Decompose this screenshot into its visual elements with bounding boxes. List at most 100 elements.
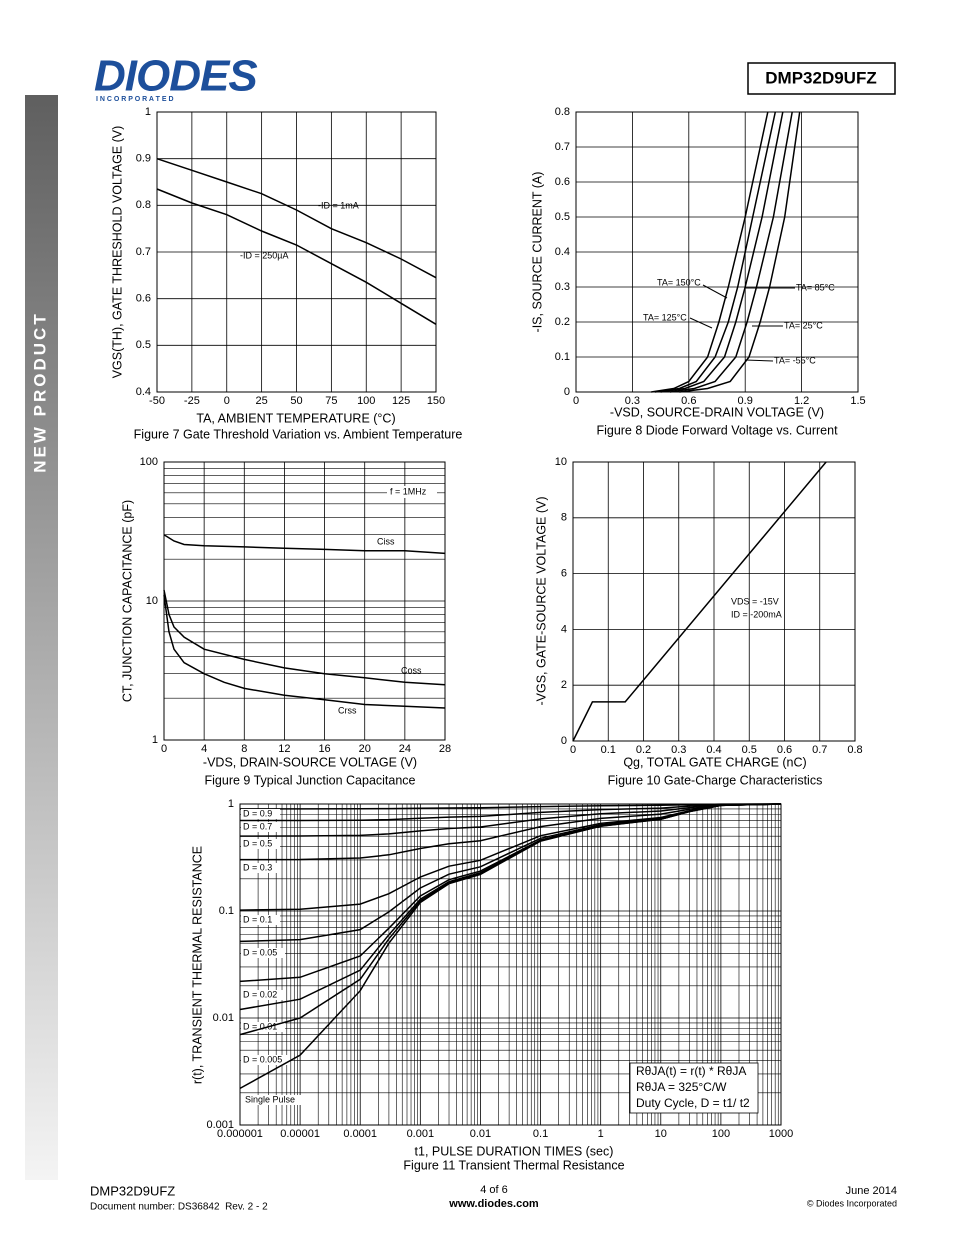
- curve: [654, 111, 777, 393]
- curve-label: Single Pulse: [245, 1094, 295, 1104]
- curve-label: Coss: [401, 665, 422, 675]
- footer-date: June 2014: [846, 1185, 897, 1197]
- part-box: [747, 62, 896, 95]
- x-tick-label: 0.7: [812, 744, 827, 756]
- logo: DIODES: [94, 52, 257, 101]
- y-tick-label: 1: [228, 798, 234, 810]
- x-tick-label: 0.3: [671, 744, 686, 756]
- curve-label: Crss: [338, 705, 357, 715]
- x-tick-label: 0: [161, 743, 167, 755]
- y-tick-label: 0.8: [555, 106, 570, 118]
- label-bg: [241, 990, 285, 1000]
- y-tick-label: 2: [561, 679, 567, 691]
- x-tick-label: 1: [598, 1128, 604, 1140]
- logo-sub: I N C O R P O R A T E D: [96, 96, 174, 103]
- x-tick-label: 0.4: [706, 744, 721, 756]
- label-bg: [241, 1055, 290, 1065]
- label-bg: [241, 1022, 285, 1032]
- sidebar-text: NEW PRODUCT: [30, 311, 49, 472]
- x-tick-label: 0.6: [681, 395, 696, 407]
- y-tick-label: 6: [561, 568, 567, 580]
- y-tick-label: 10: [146, 595, 158, 607]
- x-tick-label: 0.000001: [217, 1128, 263, 1140]
- x-tick-label: 0.1: [533, 1128, 548, 1140]
- y-axis-label: -IS, SOURCE CURRENT (A): [530, 172, 544, 333]
- curve: [240, 803, 782, 822]
- x-tick-label: 100: [712, 1128, 730, 1140]
- y-tick-label: 0.5: [136, 339, 151, 351]
- footer-doc: Document number: DS36842 Rev. 2 - 2: [90, 1202, 268, 1213]
- y-axis-label: r(t), TRANSIENT THERMAL RESISTANCE: [190, 846, 204, 1084]
- y-axis-label: VGS(TH), GATE THRESHOLD VOLTAGE (V): [110, 126, 124, 379]
- label-arrow: [689, 317, 713, 329]
- label-bg: [243, 1095, 307, 1105]
- x-tick-label: 0.1: [601, 744, 616, 756]
- label-arrow: [744, 359, 774, 362]
- y-tick-label: 0: [564, 386, 570, 398]
- annotation: Duty Cycle, D = t1/ t2: [636, 1096, 750, 1110]
- curve: [163, 589, 446, 686]
- x-tick-label: 12: [278, 743, 290, 755]
- curve-label: Ciss: [377, 536, 395, 546]
- x-tick-label: 16: [318, 743, 330, 755]
- x-tick-label: 0.5: [742, 744, 757, 756]
- x-tick-label: 150: [427, 395, 445, 407]
- curve-label: D = 0.7: [243, 821, 272, 831]
- annotation: RθJA = 325°C/W: [636, 1080, 727, 1094]
- curve-label: D = 0.01: [243, 1021, 277, 1031]
- y-tick-label: 0.6: [136, 293, 151, 305]
- curve: [163, 534, 446, 555]
- curve-label: TA= 25°C: [784, 320, 823, 330]
- x-tick-label: 4: [201, 743, 207, 755]
- y-tick-label: 0.4: [555, 246, 570, 258]
- curve-label: D = 0.5: [243, 838, 272, 848]
- y-tick-label: 1: [152, 734, 158, 746]
- curve: [239, 803, 782, 1090]
- curve-label: D = 0.1: [243, 914, 272, 924]
- figure-caption: Figure 7 Gate Threshold Variation vs. Am…: [134, 427, 463, 441]
- curve-label: TA= -55°C: [774, 355, 816, 365]
- curve-label: -ID = 250µA: [240, 250, 288, 260]
- x-tick-label: -50: [149, 395, 165, 407]
- annotation: RθJA(t) = r(t) * RθJA: [636, 1064, 746, 1078]
- x-tick-label: 1000: [769, 1128, 793, 1140]
- x-axis-label: TA, AMBIENT TEMPERATURE (°C): [196, 411, 395, 425]
- figure-caption: Figure 8 Diode Forward Voltage vs. Curre…: [596, 423, 838, 437]
- x-axis-label: -VDS, DRAIN-SOURCE VOLTAGE (V): [203, 755, 417, 769]
- curve-label: -ID = 1mA: [318, 200, 359, 210]
- curve-label: D = 0.3: [243, 862, 272, 872]
- y-tick-label: 0.2: [555, 316, 570, 328]
- x-axis-label: -VSD, SOURCE-DRAIN VOLTAGE (V): [610, 405, 824, 419]
- x-tick-label: -25: [184, 395, 200, 407]
- y-tick-label: 4: [561, 623, 567, 635]
- curve: [669, 111, 793, 393]
- x-tick-label: 0.6: [777, 744, 792, 756]
- footer-url: www.diodes.com: [448, 1198, 539, 1210]
- annotation: f = 1MHz: [390, 486, 427, 496]
- y-axis-label: -VGS, GATE-SOURCE VOLTAGE (V): [534, 496, 548, 705]
- label-bg: [241, 822, 280, 832]
- curve: [240, 803, 782, 810]
- y-axis-label: CT, JUNCTION CAPACITANCE (pF): [120, 500, 134, 702]
- y-tick-label: 10: [555, 456, 567, 468]
- y-tick-label: 0.6: [555, 176, 570, 188]
- y-tick-label: 0.4: [136, 386, 151, 398]
- curve-label: D = 0.005: [243, 1054, 282, 1064]
- x-tick-label: 1.2: [794, 395, 809, 407]
- annotation-box: [629, 1062, 759, 1114]
- annotation: VDS = -15V: [731, 596, 779, 606]
- x-tick-label: 0.2: [636, 744, 651, 756]
- x-tick-label: 75: [325, 395, 337, 407]
- x-tick-label: 10: [655, 1128, 667, 1140]
- y-tick-label: 0.5: [555, 211, 570, 223]
- curve: [651, 111, 769, 393]
- footer-copyright: © Diodes Incorporated: [807, 1198, 897, 1208]
- figure-caption: Figure 11 Transient Thermal Resistance: [403, 1158, 624, 1172]
- part-number: DMP32D9UFZ: [765, 68, 876, 87]
- curve: [156, 157, 437, 279]
- curve-label: D = 0.05: [243, 947, 277, 957]
- curve: [163, 595, 446, 709]
- x-tick-label: 0.01: [470, 1128, 491, 1140]
- x-tick-label: 125: [392, 395, 410, 407]
- x-tick-label: 0.0001: [343, 1128, 377, 1140]
